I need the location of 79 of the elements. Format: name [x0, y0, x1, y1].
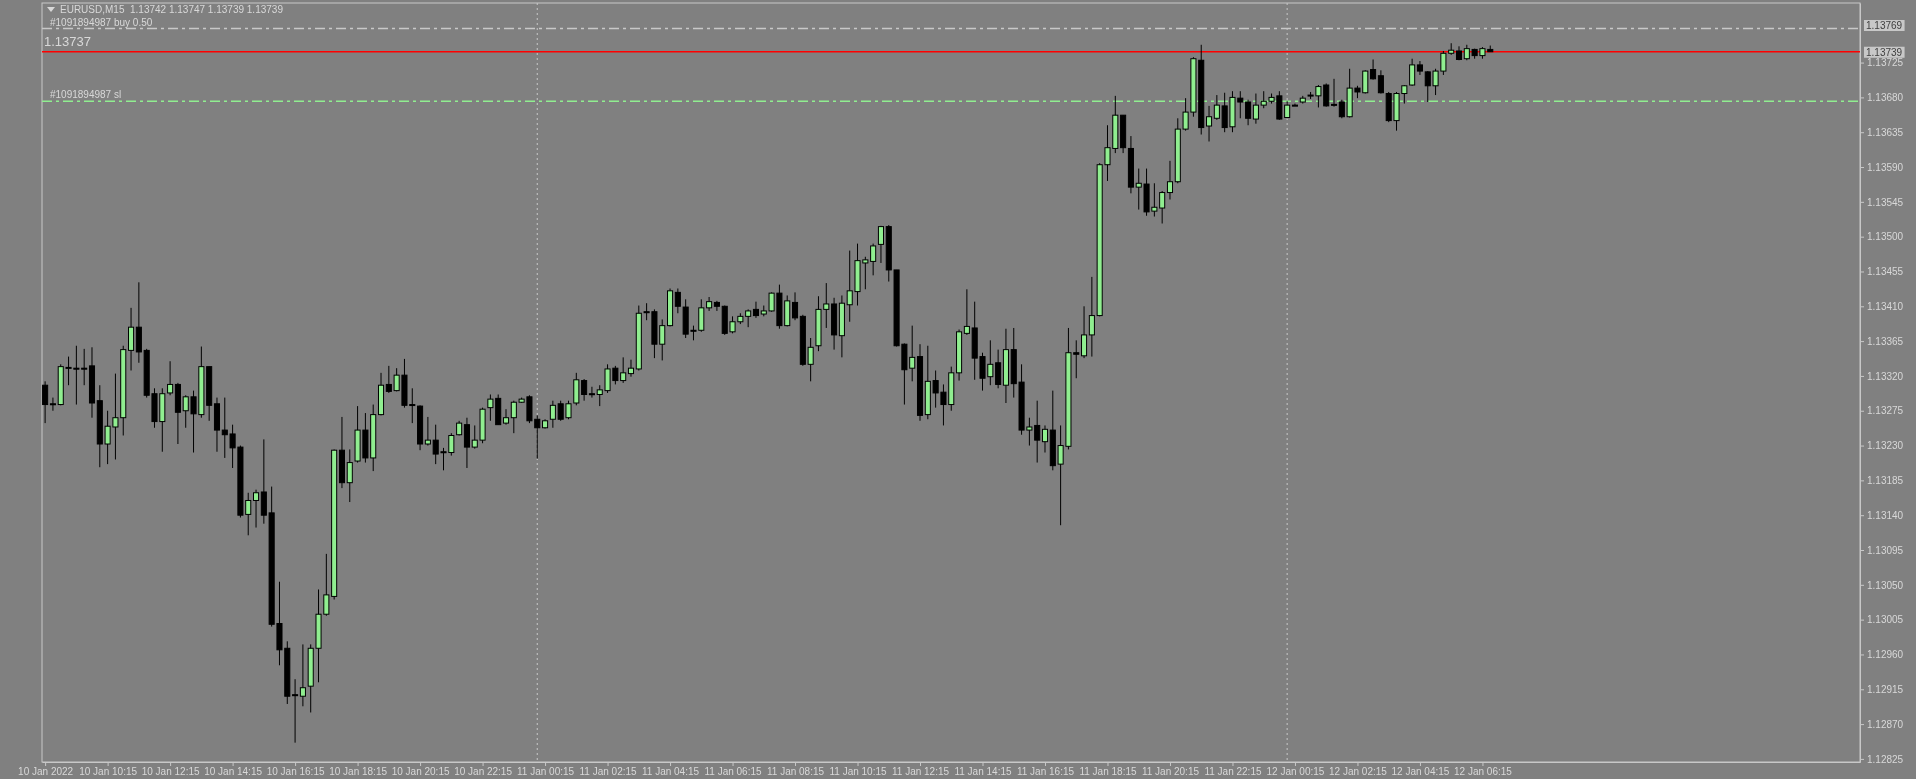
- candlestick: [42, 380, 49, 424]
- candlestick: [299, 643, 306, 707]
- y-tick-label: 1.13230: [1867, 440, 1904, 452]
- x-tick-label: 10 Jan 12:15: [141, 766, 200, 777]
- y-tick-label: 1.13365: [1867, 335, 1904, 347]
- candlestick: [791, 291, 799, 321]
- annotation: 1.13737: [44, 34, 91, 49]
- y-tick-label: 1.13410: [1867, 300, 1904, 312]
- candlestick: [128, 307, 135, 372]
- candlestick: [502, 408, 510, 426]
- x-tick-label: 11 Jan 08:15: [766, 766, 825, 777]
- x-tick-label: 12 Jan 02:15: [1329, 766, 1388, 777]
- candlestick: [1081, 305, 1088, 359]
- x-tick-label: 11 Jan 18:15: [1079, 766, 1137, 777]
- x-tick-label: 10 Jan 16:15: [266, 766, 325, 777]
- candlestick: [424, 416, 431, 447]
- candlestick: [1377, 69, 1384, 95]
- x-tick-label: 11 Jan 00:15: [517, 766, 575, 777]
- x-tick-label: 11 Jan 14:15: [954, 766, 1012, 777]
- candlestick: [253, 489, 260, 529]
- y-tick-label: 1.13455: [1867, 266, 1904, 278]
- ref-line-label: 1.13739: [1866, 46, 1903, 58]
- chart-title: EURUSD,M15 1.13742 1.13747 1.13739 1.13739: [60, 4, 284, 15]
- candlestick: [49, 397, 56, 412]
- x-tick-label: 10 Jan 22:15: [454, 766, 513, 777]
- y-tick-label: 1.13500: [1867, 231, 1904, 243]
- candlestick: [1166, 160, 1174, 201]
- y-tick-label: 1.12960: [1867, 649, 1904, 661]
- candlestick: [1370, 58, 1377, 81]
- candlestick: [1206, 105, 1213, 142]
- x-tick-label: 10 Jan 14:15: [204, 766, 263, 777]
- candlestick: [346, 448, 353, 503]
- x-tick-label: 10 Jan 2022: [18, 766, 74, 777]
- x-tick-label: 11 Jan 02:15: [579, 766, 638, 777]
- x-tick-label: 11 Jan 22:15: [1204, 766, 1262, 777]
- x-tick-label: 12 Jan 00:15: [1266, 766, 1325, 777]
- candlestick: [1330, 78, 1338, 108]
- y-tick-label: 1.12825: [1867, 753, 1904, 765]
- candlestick: [877, 225, 884, 264]
- y-tick-label: 1.12870: [1867, 718, 1904, 730]
- x-tick-label: 12 Jan 06:15: [1454, 766, 1513, 777]
- ref-line-label: #1091894987 sl: [50, 89, 122, 101]
- candlestick: [1041, 424, 1049, 454]
- x-tick-label: 12 Jan 04:15: [1391, 766, 1450, 777]
- text: 1.13769: [1866, 20, 1903, 31]
- x-tick-label: 11 Jan 10:15: [829, 766, 887, 777]
- candlestick: [581, 378, 588, 402]
- candlestick: [752, 301, 760, 319]
- candlestick: [588, 386, 595, 399]
- candlestick: [713, 300, 720, 312]
- y-tick-label: 1.13140: [1867, 509, 1904, 521]
- y-tick-label: 1.13680: [1867, 92, 1904, 104]
- y-tick-label: 1.13275: [1867, 405, 1904, 417]
- candlestick: [627, 359, 635, 378]
- x-tick-label: 11 Jan 06:15: [704, 766, 763, 777]
- y-tick-label: 1.13005: [1867, 614, 1904, 626]
- candlestick: [167, 360, 174, 396]
- y-tick-label: 1.13545: [1867, 196, 1904, 208]
- x-tick-label: 11 Jan 20:15: [1141, 766, 1200, 777]
- ref-line-label: #1091894987 buy 0.50: [50, 16, 153, 28]
- y-tick-label: 1.13050: [1867, 579, 1904, 591]
- x-tick-label: 11 Jan 16:15: [1016, 766, 1075, 777]
- candlestick: [706, 296, 713, 312]
- x-tick-label: 10 Jan 20:15: [391, 766, 450, 777]
- candlestick: [1245, 99, 1252, 126]
- y-tick-label: 1.13635: [1867, 126, 1904, 138]
- y-tick-label: 1.13590: [1867, 161, 1904, 173]
- y-tick-label: 1.13095: [1867, 544, 1904, 556]
- y-tick-label: 1.13185: [1867, 475, 1904, 487]
- x-tick-label: 11 Jan 12:15: [891, 766, 950, 777]
- x-tick-label: 10 Jan 18:15: [329, 766, 388, 777]
- y-tick-label: 1.12915: [1867, 683, 1904, 695]
- y-tick-label: 1.13725: [1867, 57, 1904, 69]
- x-tick-label: 10 Jan 10:15: [79, 766, 138, 777]
- candlestick: [292, 678, 299, 744]
- x-tick-label: 11 Jan 04:15: [642, 766, 700, 777]
- candlestick: [463, 417, 470, 469]
- candlestick: [963, 288, 970, 336]
- y-tick-label: 1.13320: [1867, 370, 1904, 382]
